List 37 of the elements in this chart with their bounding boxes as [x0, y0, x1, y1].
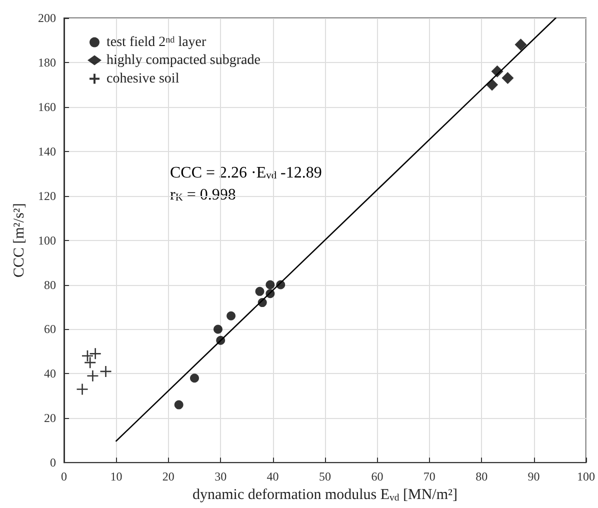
y-tick-label: 180: [38, 55, 56, 70]
point: [89, 348, 102, 360]
point: [255, 286, 264, 296]
y-tick-label: 40: [44, 366, 56, 381]
x-tick-label: 50: [319, 470, 331, 484]
y-tick-label: 20: [44, 411, 56, 426]
y-tick-label: 140: [38, 144, 56, 158]
legend-label: highly compacted subgrade: [106, 52, 260, 68]
x-tick-label: 0: [61, 470, 67, 484]
x-tick-label: 10: [110, 470, 122, 484]
x-tick-label: 100: [577, 470, 595, 484]
y-axis-title: CCC [m²/s²]: [12, 203, 28, 278]
y-tick-label: 200: [38, 11, 56, 25]
x-tick-label: 60: [371, 470, 384, 484]
point: [100, 365, 112, 378]
y-tick-label: 160: [38, 100, 56, 114]
legend-label: cohesive soil: [106, 71, 180, 86]
y-tick-label: 0: [50, 456, 56, 470]
x-tick-label: 20: [162, 470, 174, 484]
point: [86, 370, 99, 382]
x-tick-label: 30: [214, 470, 227, 484]
point: [174, 400, 184, 410]
y-tick-label: 60: [44, 322, 56, 336]
point: [266, 280, 275, 290]
point: [502, 72, 514, 84]
x-tick-label: 90: [528, 470, 540, 484]
y-tick-label: 100: [38, 233, 56, 248]
y-tick-label: 80: [44, 278, 56, 292]
x-tick-label: 70: [423, 470, 436, 484]
point: [514, 38, 527, 51]
point: [226, 311, 236, 320]
point: [190, 374, 199, 383]
y-tick-label: 120: [38, 188, 56, 203]
x-tick-label: 80: [476, 470, 488, 484]
x-tick-label: 40: [266, 470, 279, 484]
point: [76, 383, 88, 396]
point: [214, 324, 222, 334]
